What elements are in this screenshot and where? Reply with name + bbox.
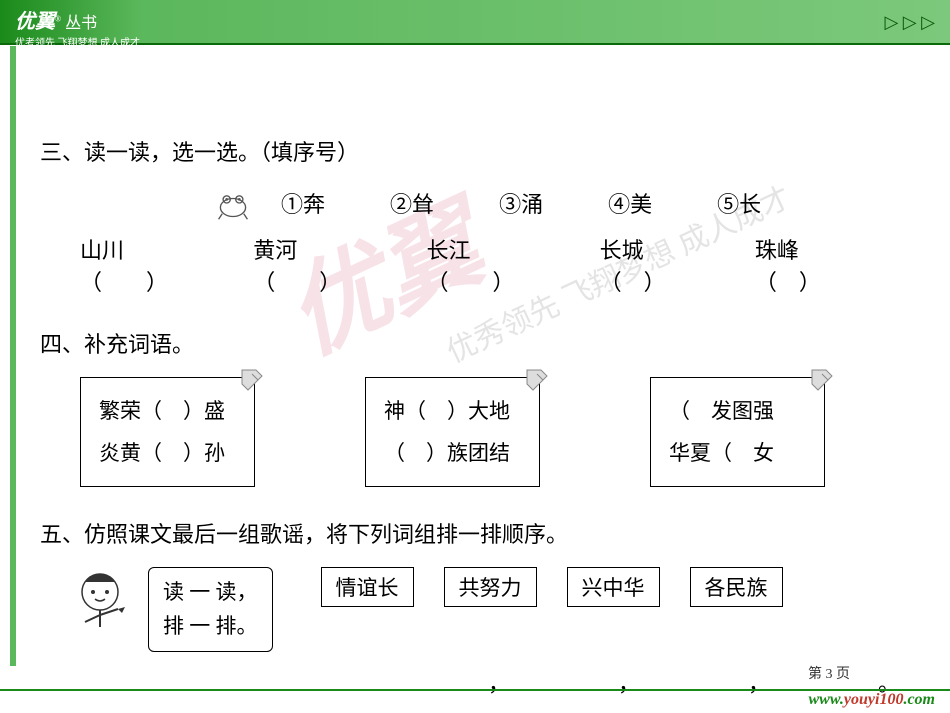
box3-line1: （ 发图强 [669,390,806,432]
ribbon-icon [523,366,551,394]
box2-line2: （民）族团结 [384,432,521,474]
section3-options-row: ①奔 ②耸 ③涌 ④美 ⑤长 [40,185,910,221]
drag-word-1[interactable]: 情谊长 [321,567,414,607]
speech-line2: 排 一 排。 [163,610,258,644]
section4-title: 四、补充词语。 [40,327,910,359]
blank-shanchuan: 山川（ ） [80,233,188,297]
drag-word-3[interactable]: 兴中华 [567,567,660,607]
logo-series: 丛书 [65,15,97,32]
option-3: ③涌 [499,187,543,219]
ribbon-icon [238,366,266,394]
content-area: 三、读一读，选一选。（填序号） ①奔 ②耸 ③涌 ④美 ⑤长 山川（ ） 黄河（… [0,45,950,698]
blank-huanghe: 黄河（ ） [253,233,361,297]
box1-line1: 繁荣（昌）盛 [99,390,236,432]
logo-main: 优翼 [15,11,55,33]
frog-icon [215,185,251,221]
option-4: ④美 [608,187,652,219]
ribbon-icon [808,366,836,394]
option-2: ②耸 [390,187,434,219]
word-box-2: 神（州）大地 （民）族团结 [365,377,540,487]
drag-word-2[interactable]: 共努力 [444,567,537,607]
logo: 优翼® 丛书 优考领先 飞翔梦想 成人成才 [15,5,140,49]
section5-title: 五、仿照课文最后一组歌谣，将下列词组排一排顺序。 [40,517,910,549]
page-number: 第 3 页 [808,663,850,683]
section3-title: 三、读一读，选一选。（填序号） [40,135,910,167]
blank-zhufeng: 珠峰（ ） [755,233,845,297]
speech-line1: 读 一 读， [163,576,258,610]
boy-icon [70,567,130,637]
header-bar: 优翼® 丛书 优考领先 飞翔梦想 成人成才 ▷ ▷ ▷ [0,0,950,45]
box1-line2: 炎黄（子）孙 [99,432,236,474]
footer-url[interactable]: www.youyi100.com [808,691,935,709]
option-1: ①奔 [281,187,325,219]
drag-word-4[interactable]: 各民族 [690,567,783,607]
url-com: .com [903,691,935,708]
word-box-3: （ 发图强 华夏（ 女 [650,377,825,487]
box2-line1: 神（州）大地 [384,390,521,432]
drag-words-row: 情谊长 共努力 兴中华 各民族 [291,567,783,607]
blank-changjiang: 长江（ ） [426,233,534,297]
section5-row: 读 一 读， 排 一 排。 情谊长 共努力 兴中华 各民族 [40,567,910,652]
header-arrows-icon: ▷ ▷ ▷ [884,12,935,33]
word-box-1: 繁荣（昌）盛 炎黄（子）孙 [80,377,255,487]
url-domain: youyi100 [844,691,904,708]
section4-boxes: 繁荣（昌）盛 炎黄（子）孙 神（州）大地 （民）族团结 （ 发图强 华夏（ 女 [40,377,910,487]
footer-bar: www.youyi100.com [0,689,950,713]
blank-changcheng: 长城（ ） [600,233,690,297]
box3-line2: 华夏（ 女 [669,432,806,474]
option-5: ⑤长 [717,187,761,219]
speech-box: 读 一 读， 排 一 排。 [148,567,273,652]
logo-reg: ® [55,15,61,24]
section3-blanks-row: 山川（ ） 黄河（ ） 长江（ ） 长城（ ） 珠峰（ ） [40,233,910,297]
url-www: www. [808,691,843,708]
